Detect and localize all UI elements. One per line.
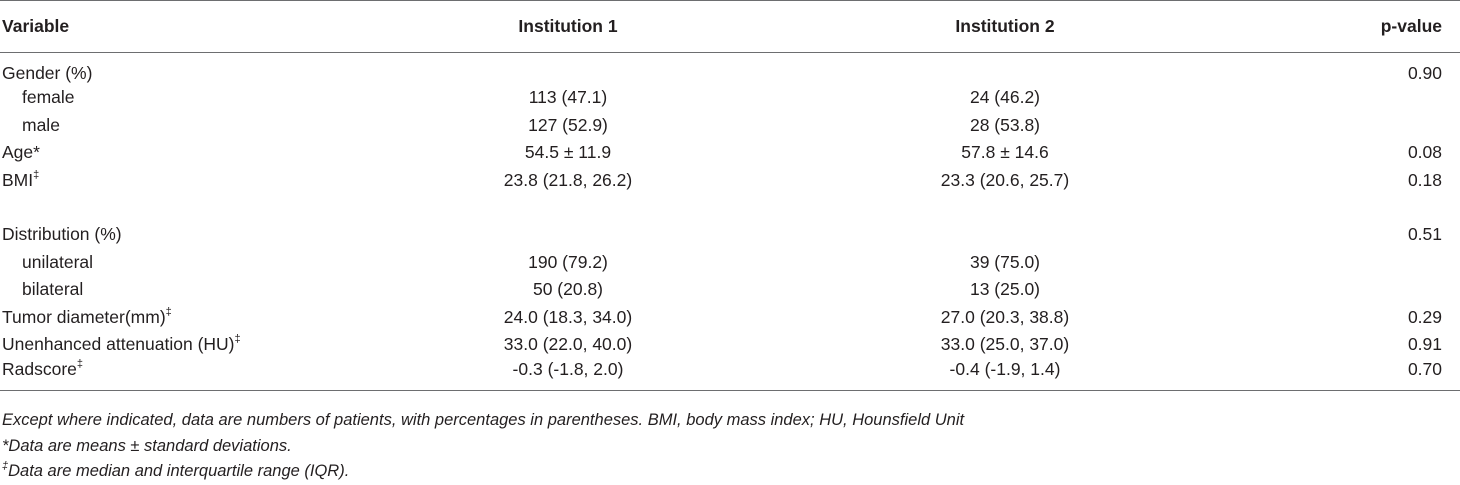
cell-p-value: 0.51 <box>1407 224 1442 245</box>
characteristics-table: Variable Institution 1 Institution 2 p-v… <box>0 0 1460 391</box>
row-label: Gender (%) <box>0 53 320 85</box>
header-institution-1: Institution 1 <box>320 0 780 53</box>
row-label: unilateral <box>0 249 320 277</box>
cell-institution-2: 23.3 (20.6, 25.7) <box>940 169 1070 190</box>
row-label-text: Distribution (%) <box>2 224 122 245</box>
cell-institution-2: 57.8 ± 14.6 <box>961 142 1049 163</box>
cell-institution-1: 23.8 (21.8, 26.2) <box>503 169 633 190</box>
cell-p-value: 0.70 <box>1407 358 1442 379</box>
table-row: BMI‡ 23.8 (21.8, 26.2) 23.3 (20.6, 25.7)… <box>0 167 1460 195</box>
table-header: Variable Institution 1 Institution 2 p-v… <box>0 0 1460 53</box>
cell-institution-2 <box>780 53 1230 85</box>
cell-institution-2: 24 (46.2) <box>969 87 1041 108</box>
table-row: Unenhanced attenuation (HU)‡ 33.0 (22.0,… <box>0 331 1460 359</box>
row-label-text: Radscore <box>2 358 77 379</box>
row-label: Tumor diameter(mm)‡ <box>0 304 320 332</box>
cell-institution-1: -0.3 (-1.8, 2.0) <box>512 358 624 379</box>
header-variable: Variable <box>0 0 320 53</box>
cell-institution-2: 33.0 (25.0, 37.0) <box>940 334 1070 355</box>
row-label-text: bilateral <box>22 279 84 300</box>
table-row: Tumor diameter(mm)‡ 24.0 (18.3, 34.0) 27… <box>0 304 1460 332</box>
footnote-double-dagger-text: Data are median and interquartile range … <box>8 462 350 480</box>
row-label-text: female <box>22 87 75 108</box>
double-dagger-marker: ‡ <box>2 459 9 472</box>
footnote-double-dagger: ‡Data are median and interquartile range… <box>2 459 964 485</box>
cell-p-value <box>1230 276 1460 304</box>
cell-p-value <box>1230 249 1460 277</box>
characteristics-table-container: Variable Institution 1 Institution 2 p-v… <box>0 0 1460 391</box>
row-label: Distribution (%) <box>0 221 320 249</box>
cell-institution-2: 28 (53.8) <box>969 114 1041 135</box>
cell-institution-1: 190 (79.2) <box>528 251 608 272</box>
cell-institution-2: 39 (75.0) <box>969 251 1041 272</box>
footnote-general: Except where indicated, data are numbers… <box>2 411 965 429</box>
cell-institution-1: 33.0 (22.0, 40.0) <box>503 334 633 355</box>
cell-p-value: 0.08 <box>1407 142 1442 163</box>
header-p-value: p-value <box>1230 0 1460 53</box>
table-footnotes: Except where indicated, data are numbers… <box>2 408 964 485</box>
double-dagger-marker: ‡ <box>33 168 40 181</box>
table-row: female 113 (47.1) 24 (46.2) <box>0 84 1460 112</box>
row-label: female <box>0 84 320 112</box>
cell-p-value: 0.90 <box>1407 63 1442 83</box>
row-label-text: Tumor diameter(mm) <box>2 306 166 327</box>
header-institution-2: Institution 2 <box>780 0 1230 53</box>
cell-institution-1: 24.0 (18.3, 34.0) <box>503 306 633 327</box>
row-label: bilateral <box>0 276 320 304</box>
row-label: BMI‡ <box>0 167 320 195</box>
cell-institution-2 <box>780 221 1230 249</box>
row-label: Radscore‡ <box>0 357 320 391</box>
table-row: male 127 (52.9) 28 (53.8) <box>0 112 1460 140</box>
cell-p-value: 0.29 <box>1407 306 1442 327</box>
cell-institution-2: 27.0 (20.3, 38.8) <box>940 306 1070 327</box>
table-row: unilateral 190 (79.2) 39 (75.0) <box>0 249 1460 277</box>
table-row: bilateral 50 (20.8) 13 (25.0) <box>0 276 1460 304</box>
row-label-text: Gender (%) <box>2 63 93 83</box>
cell-p-value: 0.91 <box>1407 334 1442 355</box>
cell-institution-1: 113 (47.1) <box>528 87 608 108</box>
row-label-text: Unenhanced attenuation (HU) <box>2 334 235 355</box>
cell-p-value <box>1230 84 1460 112</box>
table-body: Gender (%) 0.90 female 113 (47.1) 24 (46… <box>0 53 1460 391</box>
cell-institution-1: 54.5 ± 11.9 <box>524 142 612 163</box>
cell-institution-2: -0.4 (-1.9, 1.4) <box>949 358 1061 379</box>
double-dagger-marker: ‡ <box>76 357 84 370</box>
row-label-text: unilateral <box>22 251 94 272</box>
row-label-text: BMI <box>2 169 34 190</box>
footnote-asterisk: *Data are means ± standard deviations. <box>2 436 292 455</box>
table-row: Distribution (%) 0.51 <box>0 221 1460 249</box>
cell-institution-1 <box>320 53 780 85</box>
cell-institution-1: 50 (20.8) <box>532 279 604 300</box>
table-row: Gender (%) 0.90 <box>0 53 1460 85</box>
cell-institution-2: 13 (25.0) <box>969 279 1041 300</box>
cell-institution-1 <box>320 221 780 249</box>
row-label: Unenhanced attenuation (HU)‡ <box>0 331 320 359</box>
table-row: Age* 54.5 ± 11.9 57.8 ± 14.6 0.08 <box>0 139 1460 167</box>
cell-institution-1: 127 (52.9) <box>528 114 608 135</box>
row-label-text: Age* <box>2 142 40 163</box>
row-label-text: male <box>22 114 60 135</box>
row-label: Age* <box>0 139 320 167</box>
header-row: Variable Institution 1 Institution 2 p-v… <box>0 0 1460 53</box>
table-row: Radscore‡ -0.3 (-1.8, 2.0) -0.4 (-1.9, 1… <box>0 357 1460 391</box>
double-dagger-marker: ‡ <box>165 305 172 318</box>
cell-p-value <box>1230 112 1460 140</box>
cell-p-value: 0.18 <box>1407 169 1442 190</box>
double-dagger-marker: ‡ <box>234 333 241 346</box>
row-label: male <box>0 112 320 140</box>
table-spacer-row <box>0 194 1460 221</box>
